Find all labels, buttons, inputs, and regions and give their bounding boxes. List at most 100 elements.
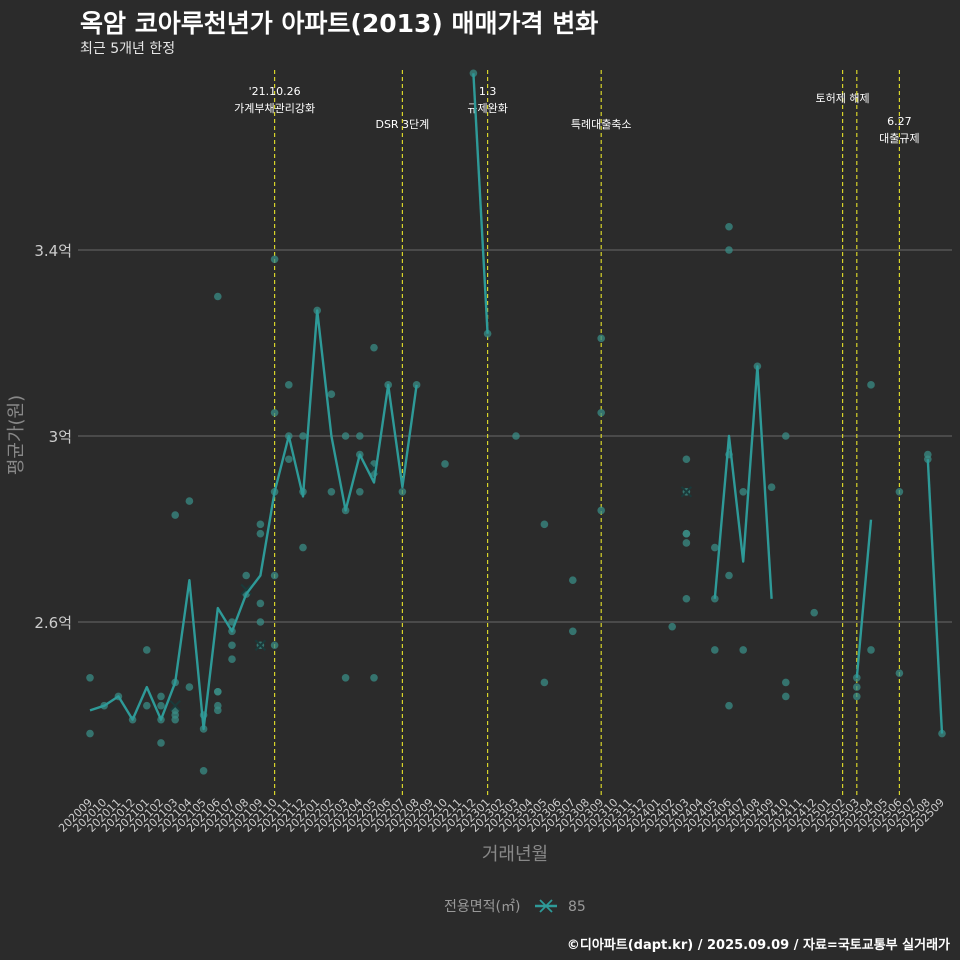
cross-marker xyxy=(254,639,267,651)
event-label: DSR 3단계 xyxy=(375,118,429,131)
data-point xyxy=(270,641,279,650)
data-credit: ©디아파트(dapt.kr) / 2025.09.09 / 자료=국토교통부 실… xyxy=(566,938,950,953)
event-label: 1.3 xyxy=(479,85,497,98)
data-point xyxy=(86,674,94,682)
data-point xyxy=(398,488,407,496)
data-point xyxy=(853,683,861,691)
data-point xyxy=(483,329,492,338)
data-point xyxy=(682,594,691,603)
data-point xyxy=(285,455,293,464)
data-point xyxy=(512,432,520,440)
data-point xyxy=(441,460,449,468)
series-line-85 xyxy=(713,365,773,599)
data-point xyxy=(327,390,336,398)
data-point xyxy=(597,408,605,417)
data-point xyxy=(341,432,350,440)
event-label: 토허제 해제 xyxy=(816,91,870,105)
data-point xyxy=(199,767,208,775)
data-point xyxy=(767,483,776,491)
data-point xyxy=(540,520,549,529)
data-point xyxy=(895,669,904,677)
data-point xyxy=(256,520,265,529)
data-point xyxy=(214,292,222,301)
data-point xyxy=(185,497,194,505)
data-point xyxy=(853,692,861,701)
data-point xyxy=(668,622,676,631)
legend-item-label: 85 xyxy=(568,899,586,915)
series-line-85 xyxy=(472,73,489,334)
cross-marker xyxy=(169,699,181,712)
data-point xyxy=(228,641,236,650)
series-line-85 xyxy=(926,459,944,734)
data-point xyxy=(370,343,378,352)
data-point xyxy=(327,488,336,496)
data-point xyxy=(682,455,691,464)
data-point xyxy=(157,692,165,701)
data-point xyxy=(270,571,279,580)
legend-title: 전용면적(㎡) xyxy=(444,899,520,915)
data-point xyxy=(682,539,691,547)
cross-marker xyxy=(680,486,693,498)
data-point xyxy=(143,646,151,654)
event-label: '21.10.26 xyxy=(249,85,301,98)
event-label: 대출규제 xyxy=(879,132,919,145)
y-axis-title: 평균가(원) xyxy=(6,395,27,475)
data-point xyxy=(214,706,222,715)
data-point xyxy=(143,701,151,710)
event-label: 6.27 xyxy=(887,115,912,128)
data-point xyxy=(711,543,719,552)
x-axis-title: 거래년월 xyxy=(482,844,548,865)
data-point xyxy=(725,701,733,710)
y-tick-label: 2.6억 xyxy=(34,614,72,632)
chart-subtitle: 최근 5개년 한정 xyxy=(80,41,176,57)
chart-title: 옥암 코아루천년가 아파트(2013) 매매가격 변화 xyxy=(80,9,599,38)
data-point xyxy=(171,511,179,519)
data-point xyxy=(711,646,719,654)
data-point xyxy=(867,381,875,389)
data-point xyxy=(356,432,364,440)
data-point xyxy=(597,506,605,515)
data-point xyxy=(157,739,165,747)
data-point xyxy=(597,334,605,343)
data-point xyxy=(256,618,265,626)
data-point xyxy=(285,381,293,389)
data-point xyxy=(299,432,307,440)
data-point xyxy=(171,711,179,719)
event-label: 가계부채관리강화 xyxy=(234,102,315,115)
data-point xyxy=(569,576,577,584)
y-tick-label: 3억 xyxy=(49,428,72,446)
series-line-85 xyxy=(89,309,418,731)
data-point xyxy=(356,488,364,496)
data-point xyxy=(412,381,421,389)
data-point xyxy=(256,529,265,538)
cross-marker xyxy=(240,583,252,596)
data-point xyxy=(682,529,691,538)
legend-cross xyxy=(539,899,553,913)
data-point xyxy=(86,729,94,738)
data-point xyxy=(739,646,747,654)
event-label: 규제완화 xyxy=(467,102,507,115)
data-point xyxy=(540,678,549,687)
data-point xyxy=(270,408,279,417)
data-point xyxy=(782,678,790,687)
event-label: 특례대출축소 xyxy=(571,118,632,131)
data-point xyxy=(569,627,577,636)
data-point xyxy=(157,701,165,710)
data-point xyxy=(242,571,250,580)
series-line-85 xyxy=(855,519,873,678)
data-point xyxy=(725,571,733,580)
data-point xyxy=(270,255,279,264)
data-point xyxy=(299,543,307,552)
data-point xyxy=(895,488,904,496)
data-point xyxy=(782,432,790,440)
data-point xyxy=(725,222,733,231)
data-point xyxy=(256,599,265,608)
data-point xyxy=(228,655,236,663)
data-point xyxy=(185,683,194,691)
y-tick-label: 3.4억 xyxy=(34,242,72,260)
data-point xyxy=(810,608,818,617)
data-point xyxy=(725,246,733,254)
data-point xyxy=(341,674,350,682)
data-point xyxy=(214,687,222,696)
